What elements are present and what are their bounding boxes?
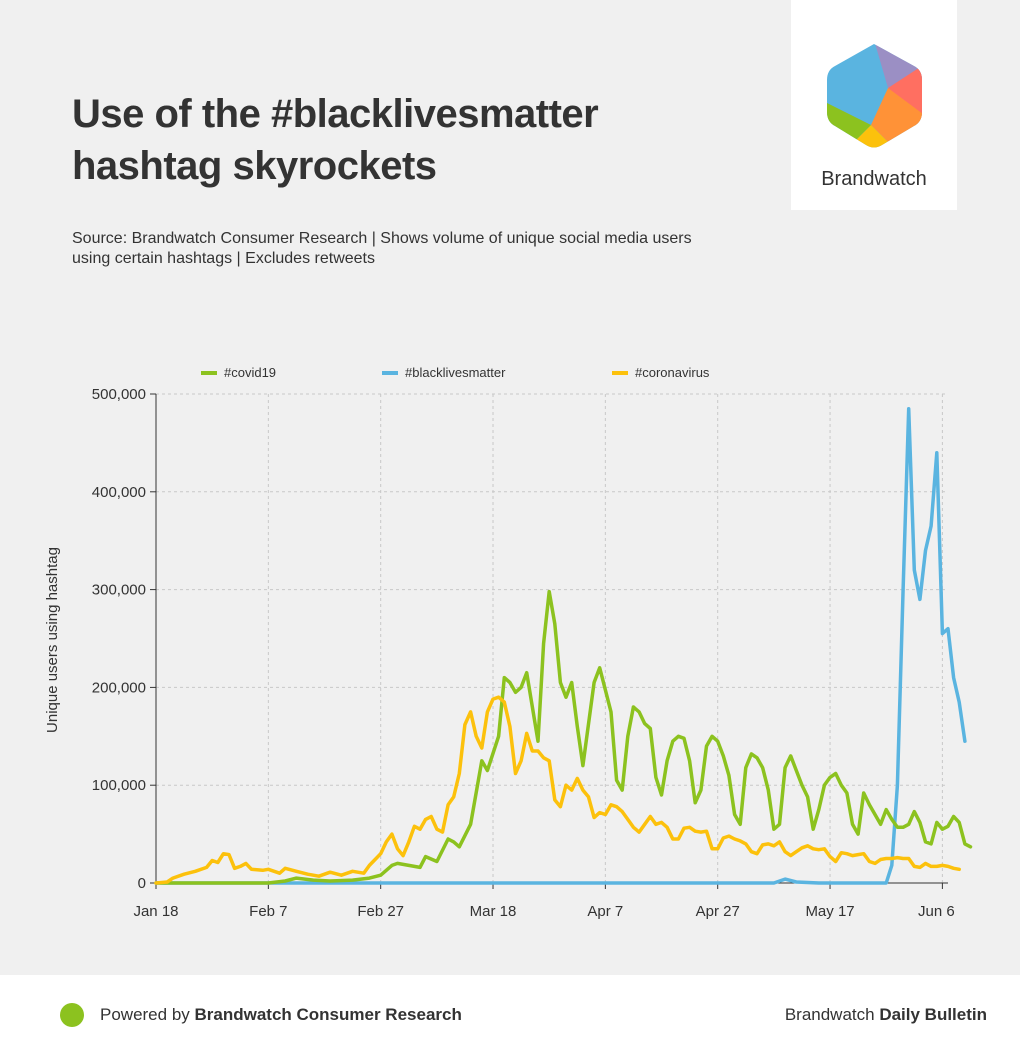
x-tick-label: Jan 18 bbox=[133, 903, 178, 920]
chart-legend: #covid19 #blacklivesmatter #coronavirus bbox=[201, 365, 710, 380]
brand-logo-text: Brandwatch bbox=[821, 168, 927, 190]
legend-label: #covid19 bbox=[224, 365, 276, 380]
series-line-covid19 bbox=[154, 589, 973, 885]
chart-axes: 0 100,000 200,000 300,000 400,000 500,000 Jan … bbox=[92, 386, 955, 920]
line-chart: 0 100,000 200,000 300,000 400,000 500,000 Jan … bbox=[44, 365, 973, 920]
powered-by-text: Powered by Brandwatch Consumer Research bbox=[100, 1005, 462, 1025]
x-tick-label: Feb 7 bbox=[249, 903, 287, 920]
x-tick-label: Mar 18 bbox=[470, 903, 517, 920]
chart-grid bbox=[156, 393, 948, 883]
bulletin-name: Daily Bulletin bbox=[879, 1005, 987, 1024]
title-line-2: hashtag skyrockets bbox=[72, 144, 437, 188]
y-axis-label: Unique users using hashtag bbox=[44, 547, 61, 733]
title-line-1: Use of the #blacklivesmatter bbox=[72, 92, 599, 136]
footer-bar: Powered by Brandwatch Consumer Research … bbox=[0, 975, 1020, 1062]
brand-dot-icon bbox=[60, 1003, 84, 1027]
bulletin-prefix: Brandwatch bbox=[784, 1005, 880, 1024]
brand-logo-card: Brandwatch bbox=[791, 0, 957, 210]
series-line-blacklivesmatter bbox=[154, 406, 967, 885]
subtitle-line-2: using certain hashtags | Excludes retwee… bbox=[72, 250, 375, 267]
series-line-coronavirus bbox=[154, 695, 961, 885]
x-tick-label: May 17 bbox=[805, 903, 854, 920]
x-tick-label: Apr 27 bbox=[696, 903, 740, 920]
legend-label: #coronavirus bbox=[635, 365, 710, 380]
x-tick-label: Jun 6 bbox=[918, 903, 955, 920]
y-tick-label: 500,000 bbox=[92, 386, 146, 403]
chart-subtitle: Source: Brandwatch Consumer Research | S… bbox=[72, 229, 752, 269]
x-tick-label: Apr 7 bbox=[587, 903, 623, 920]
powered-brand: Brandwatch Consumer Research bbox=[194, 1005, 462, 1024]
x-tick-label: Feb 27 bbox=[357, 903, 404, 920]
chart-series bbox=[154, 406, 973, 885]
y-tick-label: 0 bbox=[138, 875, 146, 892]
legend-label: #blacklivesmatter bbox=[405, 365, 506, 380]
chart-title: Use of the #blacklivesmatter hashtag sky… bbox=[72, 88, 712, 192]
y-tick-label: 400,000 bbox=[92, 484, 146, 501]
powered-prefix: Powered by bbox=[100, 1005, 195, 1024]
brand-logo-icon bbox=[827, 44, 922, 148]
y-tick-label: 300,000 bbox=[92, 582, 146, 599]
daily-bulletin-text: Brandwatch Daily Bulletin bbox=[785, 1005, 987, 1025]
y-tick-label: 100,000 bbox=[92, 777, 146, 794]
subtitle-line-1: Source: Brandwatch Consumer Research | S… bbox=[72, 230, 692, 247]
y-tick-label: 200,000 bbox=[92, 679, 146, 696]
